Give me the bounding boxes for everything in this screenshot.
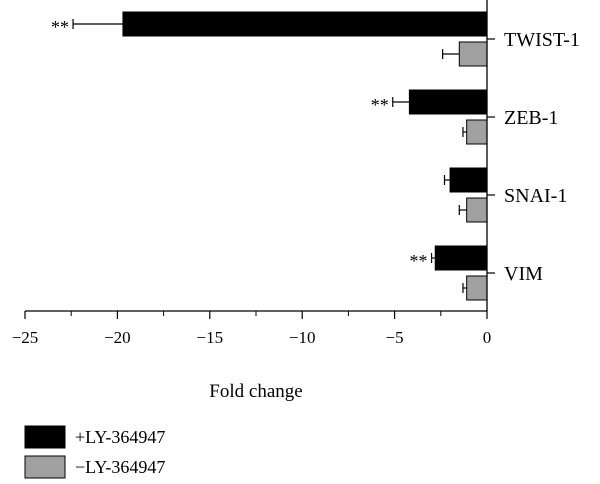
legend-label: −LY-364947 [75, 457, 165, 477]
bar [408, 89, 488, 115]
bar [122, 11, 488, 37]
x-tick-label: −5 [386, 328, 404, 347]
bar [466, 275, 488, 301]
x-tick-label: −10 [289, 328, 316, 347]
bars-layer: ** ** ** [51, 11, 488, 301]
x-tick-label: 0 [483, 328, 492, 347]
x-axis-title: Fold change [209, 381, 302, 402]
legend-swatch [24, 455, 66, 479]
bar [458, 41, 488, 67]
bar [466, 197, 488, 223]
category-label: SNAI-1 [504, 185, 567, 207]
x-tick-label: −15 [197, 328, 224, 347]
bar [449, 167, 488, 193]
x-tick-label: −25 [12, 328, 39, 347]
legend-swatch [24, 425, 66, 449]
axes-layer: TWIST-1 ZEB-1 SNAI-1 VIM −25 −20 −15 −10 −5 0 [12, 0, 580, 347]
significance-label: ** [410, 251, 428, 271]
significance-label: ** [51, 17, 69, 37]
legend: +LY-364947 −LY-364947 [24, 425, 165, 479]
legend-label: +LY-364947 [75, 427, 165, 447]
category-label: TWIST-1 [504, 29, 580, 51]
category-label: ZEB-1 [504, 107, 558, 129]
x-tick-label: −20 [104, 328, 131, 347]
bar [466, 119, 488, 145]
category-label: VIM [504, 263, 543, 285]
bar [434, 245, 488, 271]
significance-label: ** [371, 95, 389, 115]
